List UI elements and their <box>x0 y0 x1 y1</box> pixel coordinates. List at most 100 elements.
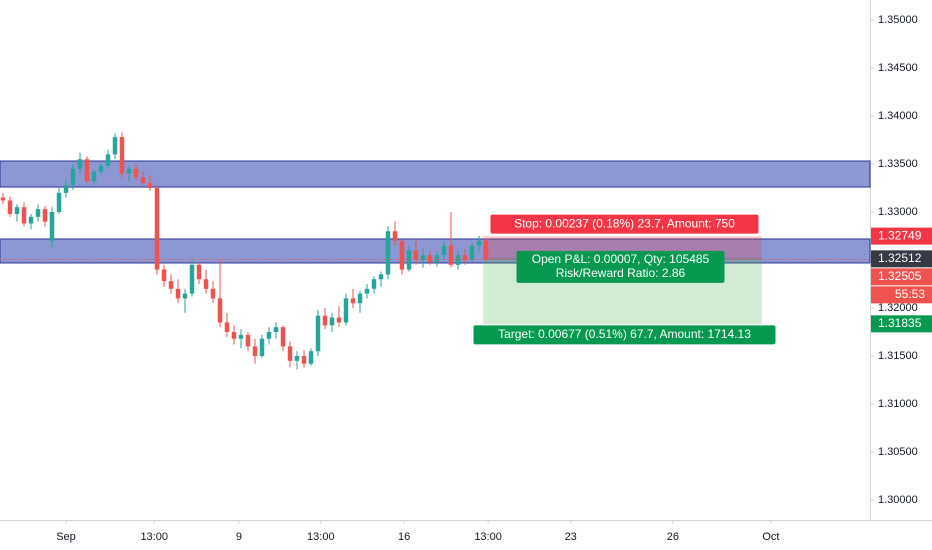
candle-body <box>364 288 370 294</box>
candle-body <box>301 356 307 364</box>
candle-body <box>98 165 104 172</box>
candle-body <box>427 255 433 262</box>
stop-label: Stop: 0.00237 (0.18%) 23.7, Amount: 750 <box>514 216 735 230</box>
candle-body <box>315 315 321 352</box>
candle-body <box>420 255 426 260</box>
candle-body <box>231 332 237 339</box>
candle-body <box>154 187 160 270</box>
x-tick-label: 23 <box>565 531 577 543</box>
x-tick-label: 9 <box>236 531 242 543</box>
candle-body <box>329 317 335 326</box>
candle-body <box>210 288 216 299</box>
candle-body <box>273 327 279 333</box>
candle-body <box>28 216 34 224</box>
x-tick-label: 13:00 <box>307 531 335 543</box>
candle-body <box>266 332 272 339</box>
price-marker-label: 1.32512 <box>878 251 922 265</box>
candle-body <box>476 240 482 246</box>
candle-body <box>252 346 258 357</box>
candle-body <box>294 356 300 361</box>
candle-body <box>133 168 139 178</box>
candle-body <box>245 334 251 347</box>
x-tick-label: 16 <box>398 531 410 543</box>
candle-body <box>168 281 174 289</box>
y-tick-label: 1.31500 <box>878 350 918 362</box>
candle-body <box>483 240 489 259</box>
candle-body <box>140 177 146 184</box>
stop-label-box <box>490 214 759 234</box>
y-tick-label: 1.34000 <box>878 110 918 122</box>
candle-body <box>399 240 405 270</box>
candle-body <box>343 298 349 323</box>
candle-body <box>385 231 391 275</box>
x-tick-label: Sep <box>56 531 76 543</box>
candle-body <box>378 274 384 280</box>
candle-body <box>350 298 356 304</box>
x-tick-label: 13:00 <box>474 531 502 543</box>
candle-body <box>175 288 181 299</box>
price-marker-label: 1.32505 <box>878 269 922 283</box>
candle-body <box>49 211 55 241</box>
y-tick-label: 1.35000 <box>878 14 918 26</box>
candle-body <box>189 264 195 294</box>
y-tick-label: 1.33000 <box>878 206 918 218</box>
candle-body <box>14 207 20 214</box>
zone <box>0 160 871 188</box>
candle-body <box>287 346 293 361</box>
price-marker <box>871 315 932 333</box>
y-tick-label: 1.34500 <box>878 62 918 74</box>
candle-body <box>448 245 454 265</box>
countdown: 55:53 <box>895 287 925 301</box>
candle-body <box>119 137 125 174</box>
x-tick-label: Oct <box>762 531 779 543</box>
candle-body <box>21 207 27 224</box>
candle-body <box>224 322 230 333</box>
y-tick-label: 1.30500 <box>878 446 918 458</box>
candle-body <box>42 209 48 222</box>
countdown-box <box>871 286 932 304</box>
candle-body <box>203 279 209 289</box>
y-tick-label: 1.32000 <box>878 302 918 314</box>
candle-body <box>161 269 167 282</box>
candle-body <box>112 137 118 155</box>
candle-body <box>70 168 76 186</box>
candle-body <box>182 293 188 299</box>
candle-body <box>147 183 153 188</box>
price-marker <box>871 250 932 268</box>
y-tick-label: 1.30000 <box>878 494 918 506</box>
candle-body <box>336 317 342 323</box>
candle-body <box>259 338 265 357</box>
candle-body <box>56 192 62 212</box>
candle-body <box>441 245 447 256</box>
candle-body <box>217 298 223 323</box>
target-label-box <box>473 325 776 345</box>
pnl-label: Risk/Reward Ratio: 2.86 <box>556 266 686 280</box>
candle-body <box>126 168 132 174</box>
candle-body <box>434 255 440 262</box>
y-tick-label: 1.31000 <box>878 398 918 410</box>
price-marker <box>871 227 932 245</box>
candle-body <box>35 209 41 217</box>
candle-body <box>308 351 314 364</box>
candle-body <box>91 171 97 182</box>
candle-body <box>469 245 475 260</box>
candle-body <box>7 200 13 214</box>
candle-body <box>84 159 90 182</box>
candle-body <box>462 255 468 260</box>
candle-body <box>0 197 6 201</box>
candle-body <box>77 159 83 169</box>
y-tick-label: 1.33500 <box>878 158 918 170</box>
candle-body <box>413 250 419 260</box>
candle-body <box>105 154 111 166</box>
candle-body <box>322 315 328 326</box>
candle-body <box>196 264 202 280</box>
candle-body <box>455 255 461 265</box>
price-marker-label: 1.31835 <box>878 316 922 330</box>
x-tick-label: 13:00 <box>140 531 168 543</box>
pnl-label: Open P&L: 0.00007, Qty: 105485 <box>532 252 710 266</box>
target-label: Target: 0.00677 (0.51%) 67.7, Amount: 17… <box>498 327 751 341</box>
candle-body <box>371 279 377 289</box>
price-marker <box>871 268 932 286</box>
